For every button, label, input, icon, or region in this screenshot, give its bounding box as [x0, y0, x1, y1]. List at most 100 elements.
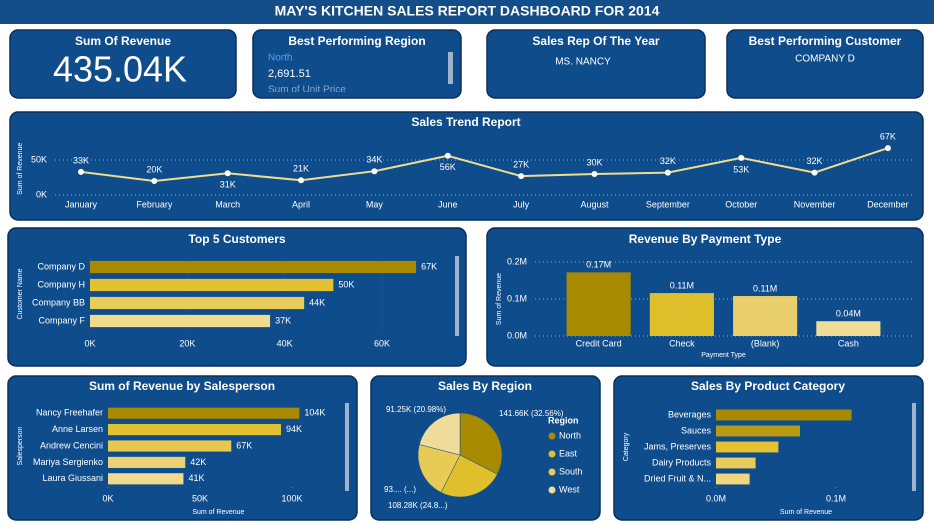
- data-label: 141.66K (32.56%): [499, 409, 564, 418]
- x-axis-label: Sum of Revenue: [192, 509, 244, 516]
- x-tick-label: (Blank): [751, 338, 780, 348]
- y-tick-label: Company H: [37, 279, 85, 289]
- scrollbar[interactable]: [912, 403, 916, 491]
- card: [9, 29, 237, 99]
- bar: [816, 321, 881, 336]
- bar: [108, 424, 281, 436]
- y-tick-label: Mariya Sergienko: [33, 457, 103, 467]
- x-tick-label: 50K: [192, 493, 208, 503]
- data-label: 0.04M: [836, 309, 861, 319]
- bar: [716, 425, 800, 437]
- data-label: 94K: [286, 424, 302, 434]
- data-label: 0.17M: [586, 260, 611, 270]
- legend-label: South: [559, 466, 583, 476]
- card: [486, 29, 706, 99]
- data-label: 20K: [146, 164, 162, 174]
- line: [80, 147, 889, 183]
- card-title: Best Performing Region: [288, 34, 425, 48]
- x-tick-label: 0K: [84, 338, 95, 348]
- y-tick-label: Company F: [38, 315, 85, 325]
- y-tick-label: Anne Larsen: [52, 424, 103, 434]
- y-tick-label: Dried Fruit & N...: [644, 473, 711, 483]
- bar: [716, 457, 756, 469]
- legend-label: North: [559, 430, 581, 440]
- y-tick-label: Nancy Freehafer: [36, 408, 103, 418]
- bar: [733, 296, 798, 336]
- scrollbar[interactable]: [455, 256, 459, 336]
- x-tick-label: May: [366, 199, 384, 209]
- card-title: Best Performing Customer: [749, 34, 902, 48]
- legend-swatch: [548, 486, 556, 494]
- card-value: COMPANY D: [795, 54, 855, 65]
- data-label: 93.... (...): [384, 485, 416, 494]
- bar: [108, 473, 184, 485]
- x-tick-label: September: [646, 199, 690, 209]
- x-tick-label: 100K: [281, 493, 302, 503]
- point: [591, 171, 598, 177]
- data-label: 104K: [304, 408, 325, 418]
- data-label: 0.11M: [753, 283, 777, 293]
- legend-swatch: [548, 432, 556, 440]
- x-tick-label: 60K: [374, 338, 390, 348]
- data-label: 42K: [190, 457, 206, 467]
- x-axis-label: Sum of Revenue: [780, 509, 832, 516]
- card-detail: 2,691.51: [268, 68, 311, 80]
- data-label: 33K: [73, 155, 89, 165]
- y-axis-label: Sum of Revenue: [17, 143, 24, 195]
- point: [738, 154, 745, 161]
- point: [298, 177, 305, 184]
- data-label: 53K: [733, 164, 749, 174]
- y-axis-label: Sum of Revenue: [496, 273, 503, 325]
- data-label: 34K: [366, 155, 382, 165]
- data-label: 30K: [586, 157, 602, 167]
- legend-swatch: [548, 468, 556, 476]
- x-tick-label: July: [513, 199, 530, 209]
- scrollbar[interactable]: [345, 403, 349, 491]
- y-tick-label: Laura Giussani: [42, 473, 103, 483]
- chart-title: Sales Trend Report: [411, 115, 520, 129]
- card-title: Sales Rep Of The Year: [532, 34, 660, 48]
- x-axis-label: Payment Type: [701, 352, 746, 359]
- y-axis-label: Customer Name: [17, 268, 24, 319]
- chart-title: Sales By Region: [438, 379, 532, 393]
- x-tick-label: 40K: [277, 338, 293, 348]
- chart-title: Top 5 Customers: [188, 232, 285, 246]
- x-tick-label: Cash: [838, 338, 859, 348]
- x-tick-label: March: [215, 199, 240, 209]
- y-tick-label: Andrew Cencini: [40, 440, 103, 450]
- card-value: 435.04K: [53, 49, 187, 90]
- card-title: Sum Of Revenue: [75, 34, 171, 48]
- panel: [9, 111, 924, 221]
- point: [811, 169, 818, 176]
- data-label: 31K: [220, 180, 236, 190]
- point: [664, 169, 671, 176]
- scrollbar[interactable]: [448, 52, 453, 84]
- point: [884, 145, 891, 152]
- bar: [90, 296, 305, 310]
- bar: [108, 440, 232, 452]
- data-label: 32K: [807, 156, 823, 166]
- bar: [566, 272, 631, 336]
- data-label: 21K: [293, 164, 309, 174]
- point: [77, 168, 84, 175]
- y-tick-label: Sauces: [681, 425, 712, 435]
- x-tick-label: December: [867, 199, 909, 209]
- pie-slice: [459, 412, 503, 475]
- y-tick-label: Company BB: [32, 297, 85, 307]
- data-label: 91.25K (20.98%): [386, 405, 446, 414]
- x-tick-label: April: [292, 199, 310, 209]
- bar: [108, 456, 186, 468]
- y-axis-label: Category: [623, 432, 630, 461]
- data-label: 50K: [338, 279, 354, 289]
- x-tick-label: October: [725, 199, 757, 209]
- data-label: 56K: [440, 162, 456, 172]
- pie-slice: [440, 454, 498, 498]
- x-tick-label: 0.1M: [826, 493, 846, 503]
- y-tick-label: 0K: [36, 189, 47, 199]
- bar: [90, 314, 271, 328]
- data-label: 32K: [660, 156, 676, 166]
- data-label: 67K: [236, 440, 252, 450]
- point: [444, 152, 451, 159]
- data-label: 27K: [513, 159, 529, 169]
- x-tick-label: February: [136, 199, 173, 209]
